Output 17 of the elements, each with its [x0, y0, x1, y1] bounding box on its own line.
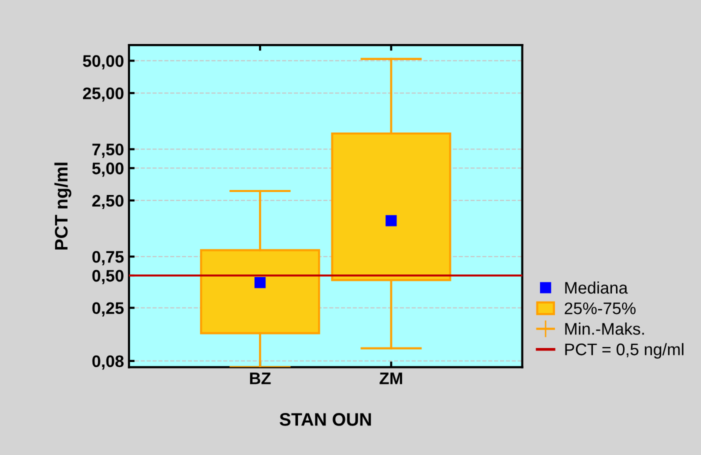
- y-tick-label: 0,50: [92, 270, 124, 284]
- legend-label: PCT = 0,5 ng/ml: [565, 343, 684, 359]
- y-axis-title: PCT ng/ml: [54, 162, 72, 250]
- y-tick-label: 0,08: [92, 355, 124, 370]
- x-tick-label: ZM: [380, 372, 402, 384]
- y-tick-label: 7,50: [92, 144, 124, 158]
- text: Min.-Maks.: [565, 322, 644, 335]
- x-tick-label: BZ: [250, 372, 271, 384]
- y-tick-label: 5,00: [92, 162, 124, 177]
- text: Mediana: [565, 281, 628, 294]
- y-tick-label: 50,00: [82, 55, 124, 70]
- x-axis-title: STAN OUN: [280, 413, 371, 426]
- y-tick-label: 0,75: [92, 250, 124, 266]
- y-tick-label: 2,50: [92, 194, 124, 210]
- y-tick-label: 25,00: [83, 87, 124, 102]
- y-tick-label: 0,25: [92, 302, 124, 316]
- text: 25%-75%: [564, 302, 636, 314]
